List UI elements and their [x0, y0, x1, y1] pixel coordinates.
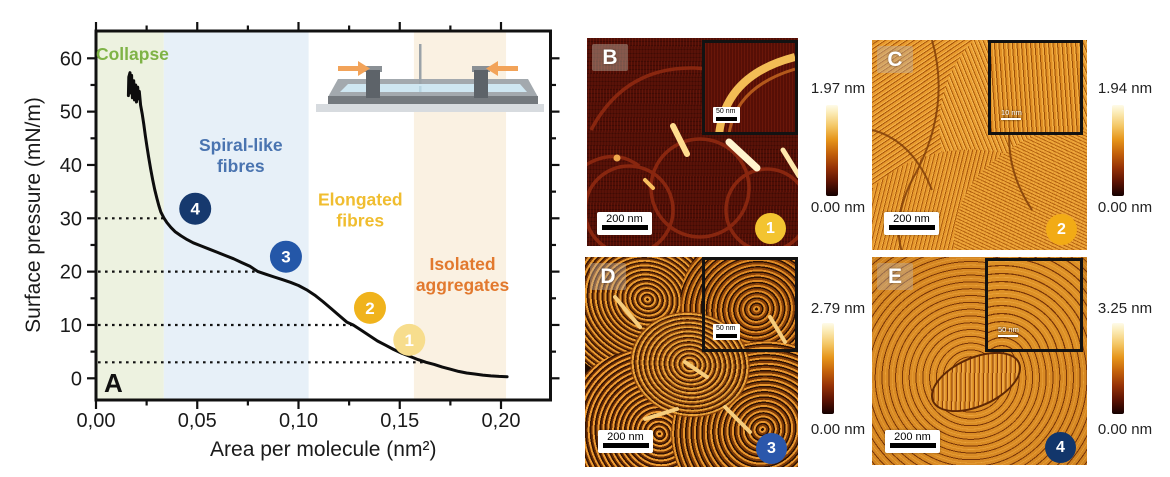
inset-scale-label: 50 nm — [716, 325, 736, 332]
marker-label-1: 1 — [405, 331, 414, 350]
marker-label-3: 3 — [281, 248, 290, 267]
colorbar-max-label-d: 2.79 nm — [810, 300, 866, 317]
stage-badge-1: 1 — [755, 213, 786, 244]
colorbar-min-label-e: 0.00 nm — [1097, 421, 1153, 438]
marker-label-4: 4 — [190, 200, 200, 219]
central-lens-feature — [921, 339, 1030, 425]
scale-bar-e: 200 nm — [885, 430, 940, 453]
scale-bar-c: 200 nm — [884, 212, 939, 235]
afm-panel-b: B 50 nm 200 nm 1 — [587, 38, 798, 246]
inset-scale-bar-line — [716, 117, 737, 121]
compress-arrow-right — [486, 61, 518, 76]
y-tick-label: 0 — [71, 368, 82, 390]
x-tick-label: 0,10 — [279, 410, 318, 432]
marker-circle-4 — [179, 192, 212, 225]
panel-letter-c: C — [877, 46, 913, 73]
wilhelmy-plate — [419, 44, 422, 84]
afm-inset-b: 50 nm — [702, 40, 798, 135]
compress-arrow-left — [338, 61, 370, 76]
afm-panel-d: D 50 nm 200 nm 3 — [585, 257, 798, 467]
barrier-left — [366, 70, 380, 98]
panel-letter-a: A — [104, 368, 123, 398]
y-axis-title: Surface pressure (mN/m) — [22, 97, 45, 333]
inset-scale-bar-d: 50 nm — [713, 324, 740, 340]
marker-circle-2 — [353, 291, 386, 324]
colorbar-c — [1112, 105, 1124, 196]
barrier-right — [474, 70, 488, 98]
afm-inset-e: 50 nm — [985, 258, 1083, 352]
scale-bar-line — [602, 443, 649, 448]
afm-inset-d: 50 nm — [702, 257, 798, 352]
y-tick-label: 20 — [60, 262, 82, 284]
plate-reflection — [419, 86, 422, 92]
annotation-spiral-like: Spiral-like fibres — [199, 135, 283, 176]
scale-bar-label: 200 nm — [894, 431, 931, 443]
colorbar-e — [1112, 323, 1124, 414]
inset-scale-label: 50 nm — [716, 108, 736, 115]
marker-label-2: 2 — [365, 299, 374, 318]
inset-scale-bar-line — [998, 335, 1018, 337]
y-tick-label: 60 — [60, 48, 82, 70]
scale-bar-line — [601, 225, 648, 230]
scale-bar-label: 200 nm — [606, 213, 643, 225]
panel-letter-d: D — [590, 263, 626, 290]
y-tick-label: 50 — [60, 102, 82, 124]
inset-scale-bar-b: 50 nm — [713, 107, 740, 123]
scale-bar-line — [888, 225, 935, 230]
scale-bar-b: 200 nm — [597, 212, 652, 235]
trough-base — [316, 104, 544, 112]
isotherm-curve — [126, 71, 509, 379]
stage-badge-4: 4 — [1045, 432, 1076, 463]
panel-letter-e: E — [877, 263, 913, 290]
trough-front — [328, 96, 538, 104]
scale-bar-line — [889, 443, 936, 448]
stage-badge-3: 3 — [756, 433, 787, 464]
colorbar-max-label-e: 3.25 nm — [1097, 300, 1153, 317]
inset-scale-bar-line — [1001, 118, 1021, 120]
barrier-left-top — [364, 66, 382, 72]
colorbar-min-label-c: 0.00 nm — [1097, 199, 1153, 216]
annotation-collapse: Collapse — [96, 44, 169, 64]
scale-bar-d: 200 nm — [598, 430, 653, 453]
colorbar-min-label-b: 0.00 nm — [810, 199, 866, 216]
x-tick-label: 0,05 — [178, 410, 217, 432]
inset-scale-bar-line — [716, 334, 737, 338]
inset-scale-bar-c: 10 nm — [1001, 109, 1022, 120]
inset-scale-bar-e: 50 nm — [998, 326, 1019, 337]
marker-circle-3 — [269, 240, 302, 273]
colorbar-max-label-b: 1.97 nm — [810, 80, 866, 97]
annotation-isolated: Isolated aggregates — [416, 254, 510, 295]
isotherm-chart: 0,00 0,05 0,10 0,15 0,20 0 10 20 30 40 50 60 Area pe… — [22, 22, 560, 461]
annotation-elongated: Elongated fibres — [318, 190, 403, 231]
y-tick-label: 10 — [60, 315, 82, 337]
scale-bar-label: 200 nm — [893, 213, 930, 225]
afm-panel-c: C 10 nm 200 nm 2 — [872, 40, 1087, 250]
afm-rings-graphic — [587, 48, 798, 246]
x-tick-label: 0,15 — [380, 410, 419, 432]
y-tick-label: 40 — [60, 155, 82, 177]
inset-scale-label: 50 nm — [998, 325, 1019, 334]
x-tick-label: 0,20 — [482, 410, 521, 432]
y-tick-label: 30 — [60, 208, 82, 230]
scale-bar-label: 200 nm — [607, 431, 644, 443]
barrier-right-top — [472, 66, 490, 72]
langmuir-trough-illustration — [316, 44, 544, 112]
afm-inset-c: 10 nm — [988, 40, 1083, 135]
x-tick-label: 0,00 — [77, 410, 116, 432]
colorbar-min-label-d: 0.00 nm — [810, 421, 866, 438]
afm-panel-e: E 50 nm 200 nm 4 — [872, 257, 1087, 465]
bright-strands-graphic — [613, 295, 787, 434]
colorbar-d — [822, 323, 834, 414]
x-axis-title: Area per molecule (nm²) — [210, 438, 436, 461]
panel-letter-b: B — [592, 44, 628, 71]
stage-badge-2: 2 — [1046, 214, 1077, 245]
marker-circle-1 — [393, 323, 426, 356]
plot-frame — [94, 29, 552, 402]
colorbar-max-label-c: 1.94 nm — [1097, 80, 1153, 97]
inset-scale-label: 10 nm — [1001, 108, 1022, 117]
colorbar-b — [826, 105, 838, 196]
